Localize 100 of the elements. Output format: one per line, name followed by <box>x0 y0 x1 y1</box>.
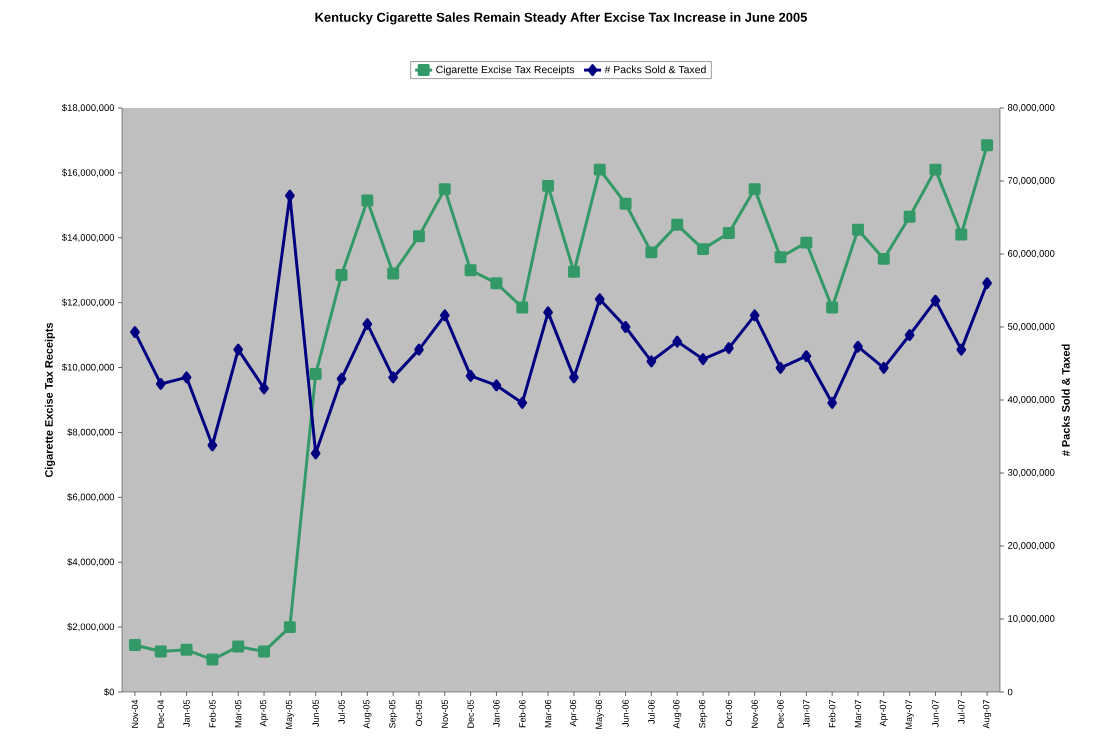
y-tick-label: $18,000,000 <box>61 103 115 113</box>
point <box>774 251 787 264</box>
point <box>284 189 295 202</box>
point <box>956 343 967 356</box>
point <box>336 372 347 385</box>
x-tick-label: Jul-06 <box>648 699 655 724</box>
point <box>309 368 322 381</box>
point <box>748 183 761 196</box>
y-axis-title: Cigarette Excise Tax Receipts <box>44 322 56 478</box>
point <box>930 294 941 307</box>
point <box>593 163 606 176</box>
chart-title: Kentucky Cigarette Sales Remain Steady After Excise Tax Increase in June 2005 <box>315 12 808 25</box>
point <box>826 301 839 314</box>
x-tick-label: May-07 <box>905 699 914 729</box>
x-tick-label: Jan-06 <box>493 699 500 727</box>
y2-tick-label: 60,000,000 <box>1008 250 1055 258</box>
point <box>439 309 450 322</box>
x-tick-label: Feb-07 <box>828 699 836 728</box>
x-tick-label: Jan-05 <box>183 699 190 727</box>
point <box>207 439 218 452</box>
point <box>232 640 245 653</box>
point <box>646 355 657 368</box>
point <box>981 139 994 152</box>
legend-label: Cigarette Excise Tax Receipts <box>436 65 575 76</box>
point <box>619 197 632 210</box>
x-tick-label: May-06 <box>595 699 604 729</box>
point <box>904 329 915 342</box>
point <box>800 236 813 249</box>
x-tick-label: Jun-06 <box>622 699 629 727</box>
point <box>206 653 219 666</box>
y-tick-label: $4,000,000 <box>67 558 115 567</box>
point <box>982 277 992 290</box>
x-tick-label: Nov-05 <box>441 699 448 728</box>
point <box>878 361 889 374</box>
x-tick-label: Oct-06 <box>725 699 733 726</box>
point <box>827 396 838 409</box>
point <box>362 318 373 331</box>
y-tick-label: $6,000,000 <box>67 493 115 502</box>
point <box>412 230 425 243</box>
point <box>851 223 864 236</box>
point <box>154 645 167 658</box>
point <box>877 252 890 265</box>
y-tick-label: $10,000,000 <box>61 363 115 372</box>
point <box>672 335 683 348</box>
point <box>438 183 451 196</box>
point <box>929 163 942 176</box>
y-tick-label: $0 <box>104 688 115 696</box>
x-tick-label: Mar-05 <box>235 699 242 728</box>
point <box>749 309 760 322</box>
x-tick-label: Feb-06 <box>518 699 526 728</box>
point <box>569 371 579 384</box>
y2-tick-label: 30,000,000 <box>1007 469 1055 477</box>
point <box>310 447 321 460</box>
point <box>542 179 555 192</box>
x-tick-label: Mar-06 <box>544 699 552 728</box>
point <box>801 350 812 363</box>
x-tick-label: Aug-07 <box>983 699 992 729</box>
point <box>388 371 399 384</box>
y2-axis-title: # Packs Sold & Taxed <box>1061 344 1070 457</box>
x-tick-label: Jul-05 <box>338 699 345 724</box>
x-tick-label: Aug-05 <box>363 699 372 729</box>
x-tick-label: Mar-07 <box>854 699 862 728</box>
x-tick-label: Sep-06 <box>698 699 708 729</box>
x-tick-label: Dec-05 <box>467 699 474 728</box>
point <box>543 306 553 319</box>
point <box>361 194 374 207</box>
point <box>128 638 141 651</box>
y-tick-label: $2,000,000 <box>67 622 115 632</box>
x-tick-label: Nov-04 <box>131 699 139 728</box>
y-tick-label: $14,000,000 <box>61 233 115 242</box>
y2-tick-label: 40,000,000 <box>1007 396 1055 404</box>
x-tick-label: Oct-05 <box>415 699 423 726</box>
point <box>464 264 477 277</box>
point <box>517 396 528 409</box>
point <box>697 243 710 256</box>
y2-tick-label: 50,000,000 <box>1007 323 1055 331</box>
point <box>387 267 400 280</box>
point <box>181 371 192 384</box>
x-tick-label: Jan-07 <box>803 699 810 727</box>
y-tick-label: $8,000,000 <box>67 428 115 437</box>
point <box>491 379 502 392</box>
point <box>775 361 786 374</box>
x-tick-label: Feb-05 <box>209 699 216 728</box>
point <box>955 228 968 241</box>
point <box>722 226 735 239</box>
point <box>259 382 269 395</box>
point <box>465 369 476 382</box>
x-tick-label: Apr-07 <box>879 699 888 727</box>
x-tick-label: Jun-05 <box>312 699 319 727</box>
point <box>567 265 580 278</box>
x-tick-label: May-05 <box>285 699 294 729</box>
x-tick-label: Dec-04 <box>157 699 164 728</box>
point <box>645 246 658 259</box>
y2-tick-label: 10,000,000 <box>1008 615 1055 623</box>
point <box>414 343 424 356</box>
x-tick-label: Jun-07 <box>932 699 939 727</box>
legend-label: # Packs Sold & Taxed <box>604 65 706 74</box>
x-tick-label: Jul-07 <box>957 699 965 724</box>
point <box>620 321 631 333</box>
y-tick-label: $12,000,000 <box>61 298 115 307</box>
